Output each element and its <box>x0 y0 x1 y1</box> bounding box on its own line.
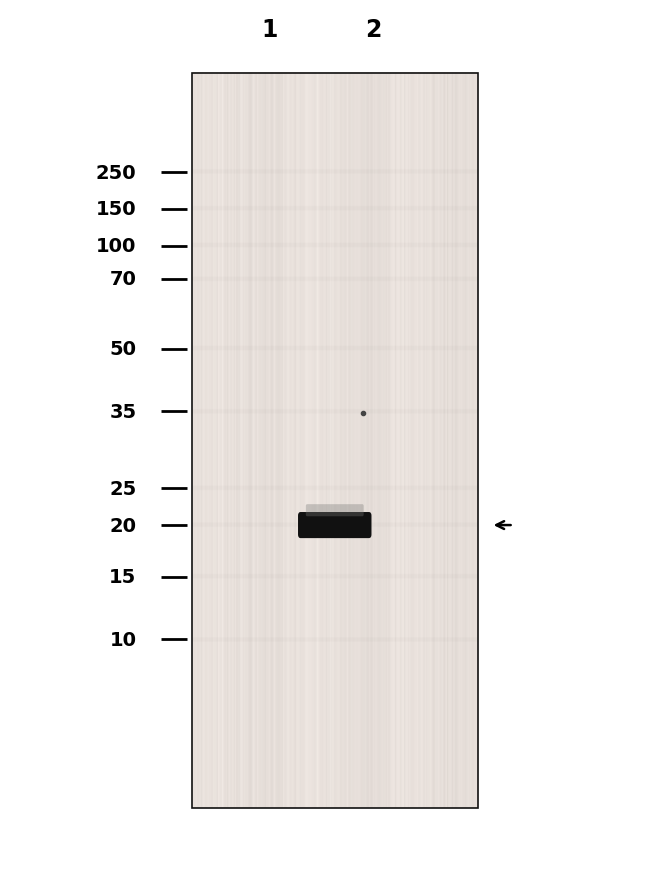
Text: 20: 20 <box>109 516 136 535</box>
Bar <box>192 74 478 808</box>
Text: 150: 150 <box>96 200 136 219</box>
Text: 100: 100 <box>96 237 136 255</box>
Text: 1: 1 <box>261 18 278 43</box>
FancyBboxPatch shape <box>306 505 364 517</box>
Text: 70: 70 <box>110 270 136 289</box>
Text: 35: 35 <box>109 402 136 421</box>
Text: 50: 50 <box>109 340 136 359</box>
Text: 15: 15 <box>109 567 136 587</box>
Text: 2: 2 <box>365 18 382 43</box>
FancyBboxPatch shape <box>298 513 372 539</box>
Text: 25: 25 <box>109 480 136 498</box>
Text: 10: 10 <box>109 630 136 649</box>
Text: 250: 250 <box>96 163 136 182</box>
